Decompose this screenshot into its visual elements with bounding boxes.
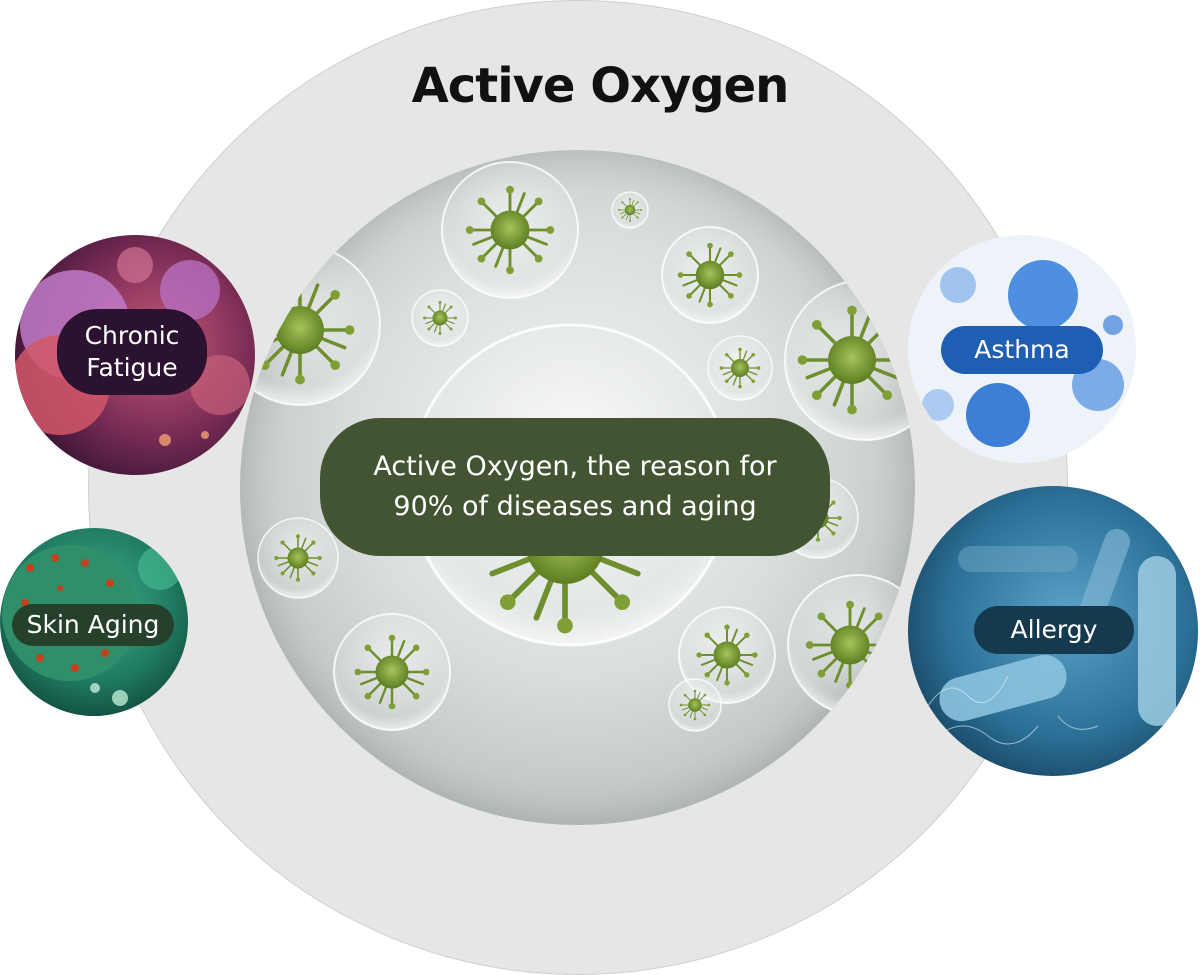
center-message: Active Oxygen, the reason for 90% of dis…: [320, 418, 830, 556]
allergy-label: Allergy: [1010, 615, 1098, 644]
skin-aging-pill: Skin Aging: [12, 604, 174, 646]
center-message-line2: 90% of diseases and aging: [393, 491, 757, 522]
chronic-fatigue-circle: Chronic Fatigue: [15, 235, 255, 475]
center-message-line1: Active Oxygen, the reason for: [373, 451, 777, 482]
chronic-fatigue-pill: Chronic Fatigue: [57, 309, 207, 395]
skin-aging-circle: Skin Aging: [0, 528, 188, 716]
bubble: [441, 161, 579, 299]
asthma-circle: Asthma: [908, 235, 1136, 463]
asthma-label: Asthma: [974, 335, 1070, 364]
skin-aging-label: Skin Aging: [26, 610, 160, 639]
asthma-pill: Asthma: [941, 326, 1103, 374]
allergy-pill: Allergy: [974, 606, 1134, 654]
page-title: Active Oxygen: [411, 58, 790, 114]
allergy-image: [908, 486, 1198, 776]
chronic-fatigue-line1: Chronic: [84, 321, 180, 350]
center-virus-sphere: [240, 150, 915, 825]
virus-bubbles-illustration: [240, 161, 915, 732]
allergy-circle: Allergy: [908, 486, 1198, 776]
chronic-fatigue-line2: Fatigue: [86, 353, 178, 382]
